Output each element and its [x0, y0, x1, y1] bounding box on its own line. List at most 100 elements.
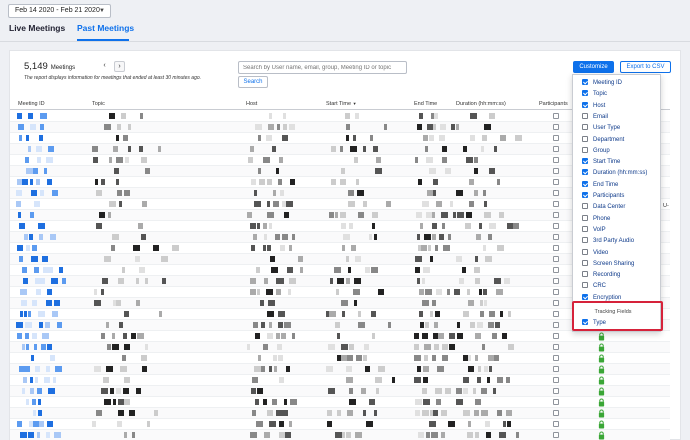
checkbox[interactable] — [582, 90, 588, 97]
table-row[interactable] — [10, 122, 670, 133]
column-option-data-center[interactable]: Data Center — [582, 203, 625, 213]
column-header-topic[interactable]: Topic — [92, 101, 105, 107]
table-row[interactable] — [10, 254, 670, 265]
row-checkbox[interactable] — [553, 124, 559, 130]
row-checkbox[interactable] — [553, 388, 559, 394]
column-header-end-time[interactable]: End Time — [414, 101, 438, 107]
row-checkbox[interactable] — [553, 333, 559, 339]
column-option-meeting-id[interactable]: Meeting ID — [582, 79, 622, 89]
table-row[interactable] — [10, 199, 670, 210]
table-row[interactable] — [10, 166, 670, 177]
checkbox[interactable] — [582, 248, 588, 255]
table-row[interactable] — [10, 408, 670, 419]
column-option-end-time[interactable]: End Time — [582, 180, 618, 191]
customize-button[interactable]: Customize — [573, 61, 614, 73]
tab-past-meetings[interactable]: Past Meetings — [77, 23, 135, 33]
row-checkbox[interactable] — [553, 377, 559, 383]
row-checkbox[interactable] — [553, 157, 559, 163]
row-checkbox[interactable] — [553, 278, 559, 284]
row-checkbox[interactable] — [553, 113, 559, 119]
checkbox[interactable] — [582, 203, 588, 210]
column-option-phone[interactable]: Phone — [582, 214, 610, 225]
table-row[interactable] — [10, 276, 670, 287]
table-row[interactable] — [10, 133, 670, 144]
row-checkbox[interactable] — [553, 168, 559, 174]
checkbox[interactable] — [582, 180, 588, 187]
table-row[interactable] — [10, 210, 670, 221]
checkbox[interactable] — [582, 135, 588, 142]
checkbox[interactable] — [582, 282, 588, 289]
table-row[interactable] — [10, 232, 670, 243]
row-checkbox[interactable] — [553, 245, 559, 251]
checkbox[interactable] — [582, 271, 588, 278]
checkbox[interactable] — [582, 319, 588, 325]
table-row[interactable] — [10, 144, 670, 155]
table-row[interactable] — [10, 397, 670, 408]
column-header-meeting-id[interactable]: Meeting ID — [18, 101, 45, 107]
checkbox[interactable] — [582, 158, 588, 165]
column-option-email[interactable]: Email — [582, 112, 608, 123]
checkbox[interactable] — [582, 112, 588, 119]
row-checkbox[interactable] — [553, 289, 559, 295]
column-option-group[interactable]: Group — [582, 146, 610, 157]
column-option-screen-sharing[interactable]: Screen Sharing — [582, 259, 634, 270]
table-row[interactable] — [10, 155, 670, 166]
search-input[interactable] — [238, 61, 407, 74]
row-checkbox[interactable] — [553, 179, 559, 185]
table-row[interactable] — [10, 430, 670, 440]
tracking-option-type[interactable]: Type — [582, 319, 606, 329]
row-checkbox[interactable] — [553, 366, 559, 372]
column-option-video[interactable]: Video — [582, 248, 608, 259]
row-checkbox[interactable] — [553, 212, 559, 218]
date-range-select[interactable]: Feb 14 2020 - Feb 21 2020 ▼ — [8, 4, 111, 18]
row-checkbox[interactable] — [553, 256, 559, 262]
table-row[interactable] — [10, 342, 670, 353]
checkbox[interactable] — [582, 259, 588, 266]
column-header-duration[interactable]: Duration (hh:mm:ss) — [456, 101, 506, 107]
table-row[interactable] — [10, 111, 670, 122]
table-row[interactable] — [10, 177, 670, 188]
checkbox[interactable] — [582, 169, 588, 176]
row-checkbox[interactable] — [553, 267, 559, 273]
row-checkbox[interactable] — [553, 234, 559, 240]
checkbox[interactable] — [582, 225, 588, 232]
column-option-voip[interactable]: VoIP — [582, 225, 606, 236]
page-prev-button[interactable]: ‹ — [103, 62, 106, 69]
table-row[interactable] — [10, 331, 670, 342]
column-option-3rd-party-audio[interactable]: 3rd Party Audio — [582, 237, 634, 247]
table-row[interactable] — [10, 188, 670, 199]
checkbox[interactable] — [582, 146, 588, 153]
checkbox[interactable] — [582, 192, 588, 198]
checkbox[interactable] — [582, 237, 588, 244]
column-option-topic[interactable]: Topic — [582, 90, 607, 100]
tab-live-meetings[interactable]: Live Meetings — [9, 23, 66, 33]
column-option-department[interactable]: Department — [582, 135, 624, 146]
table-row[interactable] — [10, 386, 670, 397]
table-row[interactable] — [10, 320, 670, 331]
row-checkbox[interactable] — [553, 421, 559, 427]
row-checkbox[interactable] — [553, 190, 559, 196]
table-row[interactable] — [10, 287, 670, 298]
table-row[interactable] — [10, 353, 670, 364]
column-option-user-type[interactable]: User Type — [582, 124, 620, 134]
column-option-encryption[interactable]: Encryption — [582, 293, 621, 304]
row-checkbox[interactable] — [553, 223, 559, 229]
table-row[interactable] — [10, 298, 670, 309]
column-option-start-time[interactable]: Start Time — [582, 158, 620, 168]
checkbox[interactable] — [582, 124, 588, 131]
table-row[interactable] — [10, 419, 670, 430]
row-checkbox[interactable] — [553, 344, 559, 350]
column-option-recording[interactable]: Recording — [582, 271, 620, 281]
search-button[interactable]: Search — [238, 76, 268, 88]
column-option-participants[interactable]: Participants — [582, 192, 624, 202]
export-csv-button[interactable]: Export to CSV — [620, 61, 671, 73]
checkbox[interactable] — [582, 214, 588, 221]
row-checkbox[interactable] — [553, 146, 559, 152]
column-header-participants[interactable]: Participants — [539, 101, 568, 107]
row-checkbox[interactable] — [553, 322, 559, 328]
table-row[interactable] — [10, 265, 670, 276]
table-row[interactable] — [10, 375, 670, 386]
column-header-start-time[interactable]: Start Time ▼ — [326, 101, 357, 107]
row-checkbox[interactable] — [553, 300, 559, 306]
row-checkbox[interactable] — [553, 410, 559, 416]
